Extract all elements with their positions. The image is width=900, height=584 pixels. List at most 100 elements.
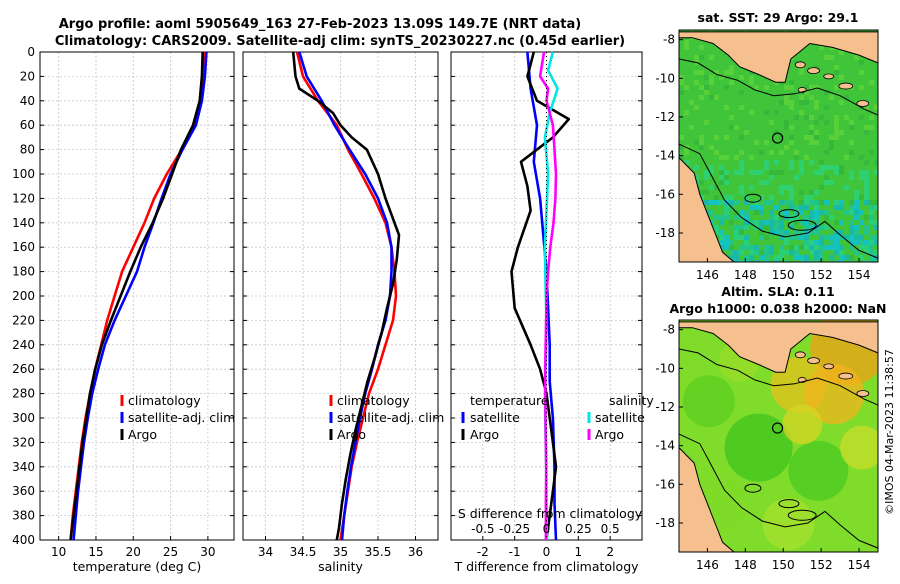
sst-cell: [799, 190, 804, 195]
sst-cell: [794, 255, 799, 260]
sst-cell: [719, 175, 724, 180]
sst-cell: [769, 225, 774, 230]
map-x-tick-label: 152: [810, 268, 833, 282]
sst-cell: [789, 200, 794, 205]
sst-cell: [784, 250, 789, 255]
reef-outline: [787, 219, 817, 231]
x-tick-label: 1: [575, 545, 583, 559]
sst-cell: [749, 220, 754, 225]
sst-cell: [699, 180, 704, 185]
series-line-argo: [291, 51, 401, 541]
sst-cell: [864, 225, 869, 230]
sst-cell: [814, 135, 819, 140]
y-tick-label: 380: [12, 509, 35, 523]
sst-cell: [764, 85, 769, 90]
sst-cell: [774, 230, 779, 235]
temperature-panel: 0 20 40 60 80 100 120 140 160 180 200 220 240 260 280 3…: [12, 45, 235, 574]
x-tick-label: 0: [543, 545, 551, 559]
sst-cell: [854, 200, 859, 205]
sst-cell: [709, 170, 714, 175]
sst-cell: [804, 245, 809, 250]
sst-cell: [804, 205, 809, 210]
sst-cell: [834, 120, 839, 125]
sst-cell: [784, 120, 789, 125]
sst-cell: [834, 245, 839, 250]
sst-cell: [764, 180, 769, 185]
sst-cell: [729, 200, 734, 205]
sst-cell: [839, 230, 844, 235]
x-tick-label: 34: [258, 545, 273, 559]
sst-cell: [759, 235, 764, 240]
y-tick-label: 260: [12, 362, 35, 376]
sst-cell: [829, 180, 834, 185]
sst-cell: [759, 225, 764, 230]
sst-cell: [754, 245, 759, 250]
sst-cell: [714, 225, 719, 230]
sst-cell: [789, 195, 794, 200]
shelf-contour: [679, 433, 878, 549]
y-tick-label: 320: [12, 435, 35, 449]
sst-cell: [824, 90, 829, 95]
sla-blob: [724, 413, 793, 482]
sst-cell: [859, 195, 864, 200]
sst-cell: [764, 245, 769, 250]
sst-cell: [804, 230, 809, 235]
sst-cell: [744, 245, 749, 250]
sst-cell: [764, 200, 769, 205]
map-content: [679, 320, 878, 552]
sst-cell: [864, 130, 869, 135]
sst-cell: [784, 95, 789, 100]
sst-cell: [679, 135, 684, 140]
sst-cell: [799, 255, 804, 260]
sst-cell: [794, 175, 799, 180]
sst-cell: [859, 70, 864, 75]
sst-cell: [739, 105, 744, 110]
sst-cell: [804, 240, 809, 245]
sst-cell: [719, 165, 724, 170]
sst-cell: [829, 240, 834, 245]
x-tick-label: 30: [200, 545, 215, 559]
sst-cell: [764, 110, 769, 115]
sst-cell: [759, 205, 764, 210]
sst-cell: [704, 85, 709, 90]
sst-cell: [754, 170, 759, 175]
sst-cell: [864, 175, 869, 180]
sst-cell: [769, 250, 774, 255]
s-tick-label: -0.5: [471, 522, 494, 536]
sst-cell: [709, 200, 714, 205]
sst-cell: [719, 155, 724, 160]
x-tick-label: 25: [163, 545, 178, 559]
sst-cell: [744, 235, 749, 240]
sst-cell: [814, 255, 819, 260]
title-line-2: Climatology: CARS2009. Satellite-adj cli…: [55, 34, 625, 49]
sst-cell: [874, 220, 878, 225]
x-axis-label: temperature (deg C): [73, 559, 202, 574]
sst-cell: [729, 125, 734, 130]
sst-cell: [819, 160, 824, 165]
sst-cell: [824, 105, 829, 110]
sst-cell: [814, 170, 819, 175]
sst-cell: [784, 240, 789, 245]
sst-cell: [779, 225, 784, 230]
reef-outline: [744, 193, 762, 203]
sst-cell: [789, 80, 794, 85]
sst-cell: [779, 255, 784, 260]
sst-cell: [869, 220, 874, 225]
sst-cell: [849, 230, 854, 235]
sst-cell: [704, 190, 709, 195]
sst-cell: [809, 160, 814, 165]
sst-cell: [814, 240, 819, 245]
sla-blob: [682, 375, 735, 428]
sst-cell: [829, 135, 834, 140]
sst-cell: [824, 215, 829, 220]
sst-cell: [814, 230, 819, 235]
sst-cell: [779, 170, 784, 175]
sst-cell: [804, 220, 809, 225]
sst-cell: [734, 250, 739, 255]
sst-cell: [849, 170, 854, 175]
sst-cell: [859, 245, 864, 250]
y-tick-label: 360: [12, 484, 35, 498]
sst-cell: [834, 70, 839, 75]
sst-cell: [719, 75, 724, 80]
sst-cell: [719, 235, 724, 240]
